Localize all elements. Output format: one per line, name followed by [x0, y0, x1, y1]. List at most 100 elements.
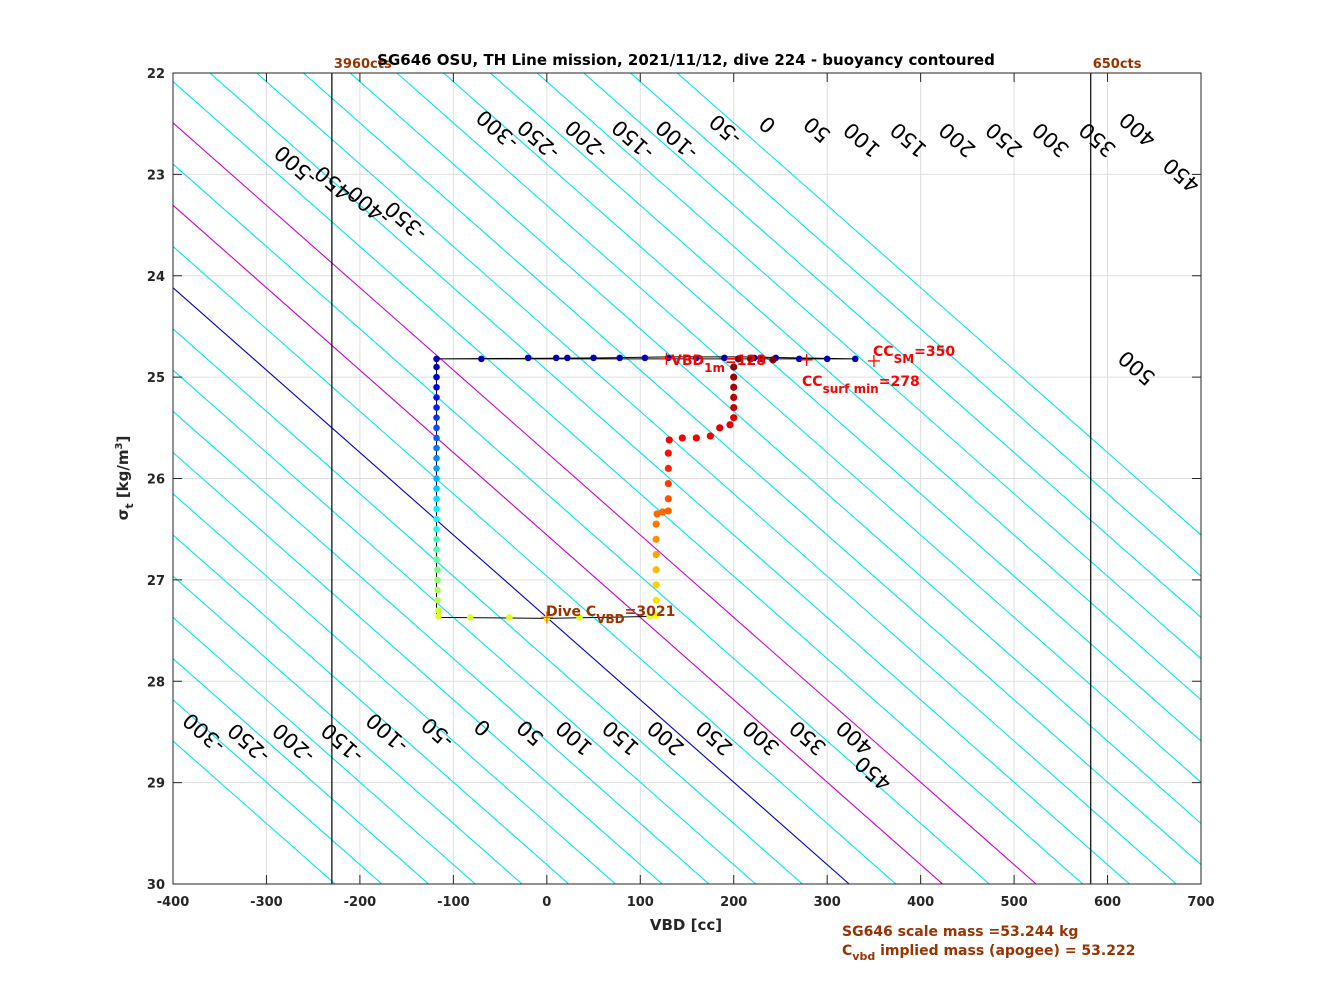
contour-line [173, 286, 850, 884]
x-tick-label: 700 [1187, 895, 1214, 910]
dive-point [524, 354, 532, 362]
dive-point [433, 465, 440, 472]
dive-point [434, 586, 441, 594]
contour-line [489, 73, 1201, 701]
climb-point [706, 432, 714, 440]
climb-point [665, 436, 673, 444]
x-tick-label: 300 [814, 895, 841, 910]
contour-line [209, 73, 1130, 884]
x-tick-label: 400 [907, 895, 934, 910]
climb-point [730, 403, 738, 412]
climb-point [664, 479, 672, 488]
dive-point [433, 444, 440, 452]
x-tick-label: -200 [344, 895, 377, 910]
climb-point [652, 581, 660, 589]
dive-point [646, 613, 653, 620]
y-tick-label: 26 [147, 473, 165, 488]
contour-line [173, 575, 523, 884]
climb-point [659, 508, 667, 516]
y-axis-label: σt [kg/m3] [114, 436, 136, 521]
dive-point [435, 613, 442, 620]
dive-point [433, 475, 440, 482]
climb-point [730, 373, 738, 381]
x-tick-label: -300 [250, 895, 283, 910]
count-limit-lines: 3960cts 650cts [331, 57, 1142, 884]
climb-point [664, 464, 672, 472]
vbd-1m-annotation: VBD1m=128 [671, 353, 766, 375]
x-tick-label: 500 [1001, 895, 1028, 910]
y-tick-label: 22 [147, 67, 165, 82]
y-tick-label: 30 [147, 878, 165, 893]
climb-point [730, 414, 738, 422]
dive-point [564, 354, 571, 362]
contour-line [173, 657, 429, 884]
climb-point [652, 596, 660, 604]
contour-line [173, 80, 1084, 884]
dive-point [851, 355, 859, 363]
dive-point [590, 354, 597, 362]
dive-point [433, 515, 440, 523]
dive-point [721, 354, 728, 362]
dive-point [433, 383, 440, 391]
dive-point [435, 606, 442, 614]
climb-point [652, 611, 660, 619]
y-tick-label: 27 [147, 574, 165, 589]
dive-point [478, 355, 485, 363]
dive-point [433, 394, 440, 401]
contour-lines [173, 73, 1201, 884]
reference-markers [540, 352, 880, 624]
y-tick-label: 25 [147, 371, 165, 386]
climb-point [730, 383, 738, 391]
climb-point [652, 535, 660, 543]
dive-point [433, 363, 440, 371]
climb-point [652, 566, 660, 574]
x-tick-label: 200 [720, 895, 747, 910]
climb-point [692, 434, 700, 442]
contour-line [302, 73, 1201, 866]
contour-line [173, 122, 1037, 884]
svg-text:σt [kg/m3]: σt [kg/m3] [114, 436, 136, 521]
dive-point [466, 614, 474, 621]
contour-line [676, 73, 1201, 536]
contour-line [443, 73, 1201, 742]
climb-point [678, 434, 686, 442]
x-tick-label: -100 [437, 895, 470, 910]
climb-point [746, 355, 755, 363]
contour-line [536, 73, 1201, 660]
dive-point [433, 424, 440, 432]
contour-line [173, 410, 710, 884]
climb-point [730, 393, 738, 401]
dive-point [433, 536, 440, 543]
dive-point [506, 614, 513, 621]
dive-point [433, 454, 440, 462]
chart-title: SG646 OSU, TH Line mission, 2021/11/12, … [377, 51, 995, 69]
dive-point [433, 414, 440, 421]
climb-point [726, 421, 734, 429]
contour-line [173, 328, 803, 884]
dive-cvbd-annotation: Dive CVBD=3021 [546, 604, 675, 626]
y-tick-label: 29 [147, 777, 165, 792]
climb-point [652, 550, 660, 559]
dive-point [795, 355, 803, 363]
climb-point [734, 355, 743, 363]
contour-line [173, 699, 383, 884]
dive-point [641, 354, 649, 362]
climb-point [769, 356, 777, 364]
dive-point [434, 576, 441, 584]
y-tick-label: 23 [147, 168, 165, 183]
contour-line [349, 73, 1201, 825]
contour-line [173, 163, 990, 884]
dive-point [433, 373, 440, 381]
dive-point [433, 546, 440, 553]
dive-point [616, 354, 624, 362]
dive-point [434, 596, 441, 604]
contour-line [256, 73, 1177, 884]
dive-point [433, 556, 440, 563]
grid [172, 72, 1202, 885]
scale-mass-note: SG646 scale mass =53.244 kg [842, 924, 1078, 940]
dive-point [433, 505, 440, 513]
contour-line [173, 740, 336, 884]
contour-line [173, 534, 570, 884]
dive-point [434, 566, 441, 574]
dive-point [433, 434, 440, 442]
